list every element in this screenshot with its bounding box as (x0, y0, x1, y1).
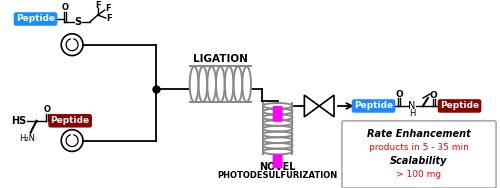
Text: F: F (106, 14, 112, 24)
Text: S: S (74, 17, 82, 27)
FancyBboxPatch shape (272, 106, 282, 122)
Text: > 100 mg: > 100 mg (396, 170, 442, 179)
Text: products in 5 - 35 min: products in 5 - 35 min (369, 143, 469, 152)
Text: O: O (44, 105, 51, 114)
Text: Peptide: Peptide (440, 102, 479, 111)
Text: Peptide: Peptide (354, 102, 393, 111)
FancyBboxPatch shape (272, 154, 282, 168)
Text: Scalability: Scalability (390, 156, 448, 166)
Text: H₂N: H₂N (20, 134, 36, 143)
Text: F: F (95, 1, 100, 10)
Text: O: O (396, 90, 403, 99)
Text: PHOTODESULFURIZATION: PHOTODESULFURIZATION (218, 171, 338, 180)
Text: LIGATION: LIGATION (193, 54, 248, 64)
Text: N: N (408, 101, 416, 111)
Text: Peptide: Peptide (50, 116, 90, 125)
Text: NOVEL: NOVEL (260, 162, 296, 172)
Text: Peptide: Peptide (16, 14, 55, 24)
Text: F: F (105, 4, 110, 13)
Text: H: H (409, 109, 416, 118)
FancyBboxPatch shape (342, 121, 496, 188)
Text: Rate Enhancement: Rate Enhancement (367, 129, 471, 139)
Text: O: O (430, 91, 438, 100)
Text: O: O (62, 3, 68, 12)
Text: O: O (429, 93, 430, 94)
Text: HS: HS (11, 116, 26, 126)
